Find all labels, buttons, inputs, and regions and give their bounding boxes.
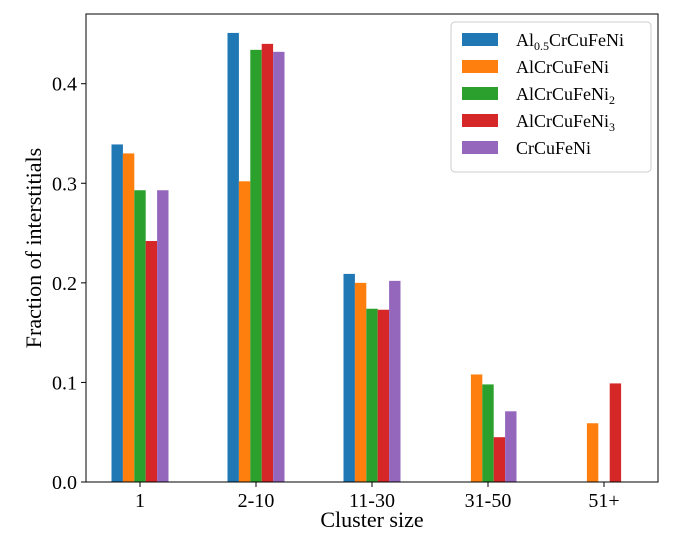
bar <box>586 423 599 482</box>
x-axis-label: Cluster size <box>320 507 423 532</box>
bar <box>273 51 285 483</box>
legend-swatch <box>462 141 498 154</box>
bar <box>609 383 622 482</box>
x-tick-label: 1 <box>135 490 145 512</box>
legend-swatch <box>462 33 498 46</box>
bar <box>111 144 123 482</box>
legend-swatch <box>462 87 498 100</box>
legend-swatch <box>462 60 498 73</box>
legend-swatch <box>462 114 498 127</box>
bar <box>354 282 367 482</box>
bar <box>493 437 506 482</box>
legend-box <box>450 21 652 173</box>
x-tick-label: 31-50 <box>465 490 512 512</box>
legend: Al0.5CrCuFeNi AlCrCuFeNi AlCrCuFeNi2 AlCrCu… <box>450 21 652 173</box>
bar <box>157 190 169 482</box>
legend-label: Al0.5CrCuFeNi <box>516 30 624 53</box>
bar <box>122 153 135 482</box>
bar <box>377 309 390 482</box>
legend-label: CrCuFeNi <box>516 138 591 158</box>
bar <box>250 49 262 482</box>
bar <box>227 32 239 483</box>
y-tick-label: 0.0 <box>52 472 77 494</box>
legend-label: AlCrCuFeNi3 <box>516 111 615 134</box>
y-tick-label: 0.1 <box>52 372 77 394</box>
bar <box>145 241 158 482</box>
bars-group <box>111 32 622 483</box>
y-axis-label: Fraction of interstitials <box>21 148 46 348</box>
bar <box>470 374 483 482</box>
bar <box>482 384 494 482</box>
legend-label: AlCrCuFeNi <box>516 57 609 77</box>
x-tick-label: 11-30 <box>349 490 395 512</box>
y-tick-label: 0.3 <box>52 173 77 195</box>
x-tick-label: 51+ <box>588 490 619 512</box>
bar <box>389 280 401 482</box>
bar <box>505 411 517 482</box>
y-tick-label: 0.2 <box>52 273 77 295</box>
y-axis: 0.0 0.1 0.2 0.3 0.4 <box>52 74 86 494</box>
bar <box>134 190 146 482</box>
bar <box>261 43 274 483</box>
bar <box>238 181 251 483</box>
bar <box>343 273 355 482</box>
y-tick-label: 0.4 <box>52 74 77 96</box>
bar <box>366 308 378 482</box>
x-tick-label: 2-10 <box>238 490 275 512</box>
legend-label: AlCrCuFeNi2 <box>516 84 615 107</box>
x-axis: 1 2-10 11-30 31-50 51+ <box>135 482 620 512</box>
